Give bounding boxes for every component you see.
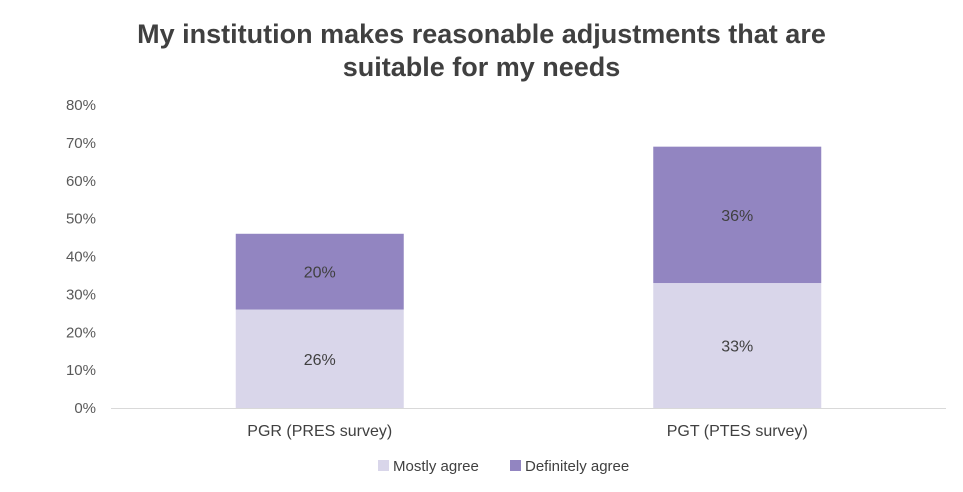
legend-swatch: [510, 460, 521, 471]
chart-title: My institution makes reasonable adjustme…: [0, 18, 963, 84]
y-tick-label: 10%: [66, 362, 96, 379]
bar-segment: [235, 233, 404, 310]
data-label: 36%: [721, 208, 753, 225]
legend-label: Mostly agree: [393, 458, 479, 475]
data-label: 20%: [304, 265, 336, 282]
bar-segment: [653, 146, 822, 284]
y-tick-label: 80%: [66, 97, 96, 114]
y-tick-label: 60%: [66, 173, 96, 190]
y-tick-label: 30%: [66, 286, 96, 303]
y-tick-label: 0%: [74, 400, 96, 417]
x-tick-label: PGR (PRES survey): [247, 423, 392, 440]
legend-label: Definitely agree: [525, 458, 629, 475]
chart-title-line-2: suitable for my needs: [342, 52, 621, 82]
data-label: 26%: [304, 352, 336, 369]
y-tick-label: 20%: [66, 324, 96, 341]
x-tick-label: PGT (PTES survey): [667, 423, 808, 440]
y-tick-label: 50%: [66, 211, 96, 228]
y-tick-label: 70%: [66, 135, 96, 152]
chart-title-line-1: My institution makes reasonable adjustme…: [137, 19, 826, 49]
y-tick-label: 40%: [66, 249, 96, 266]
legend-swatch: [378, 460, 389, 471]
data-label: 33%: [721, 339, 753, 356]
bar-segment: [653, 283, 822, 408]
bar-segment: [235, 309, 404, 408]
